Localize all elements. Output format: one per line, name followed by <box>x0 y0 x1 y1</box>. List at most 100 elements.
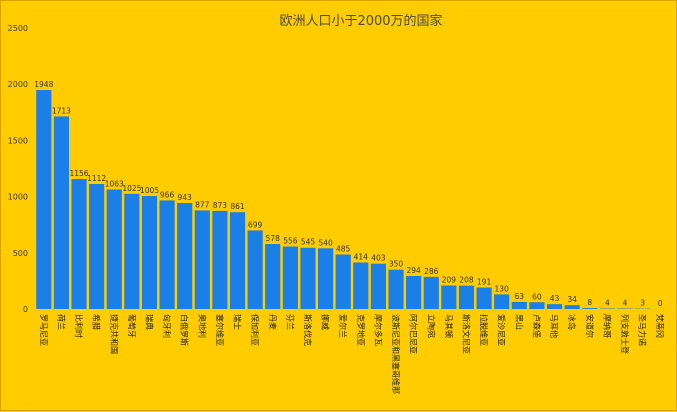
bar <box>529 302 544 309</box>
data-label: 0 <box>658 299 663 308</box>
bar <box>318 248 333 309</box>
y-tick-label: 2000 <box>8 80 28 89</box>
bar <box>248 230 263 309</box>
bar <box>36 90 51 309</box>
category-label: 挪威 <box>321 314 331 330</box>
category-label: 保加利亚 <box>250 314 260 346</box>
bar <box>406 276 421 309</box>
data-label: 8 <box>587 298 592 307</box>
bar <box>441 286 456 309</box>
bar <box>371 264 386 309</box>
category-label: 奥地利 <box>197 314 207 338</box>
data-label: 3 <box>640 299 645 308</box>
data-label: 1112 <box>87 174 106 183</box>
bar <box>160 200 175 309</box>
data-label: 130 <box>495 284 510 293</box>
category-label: 黑山 <box>514 314 524 330</box>
data-label: 43 <box>550 294 560 303</box>
bar <box>512 302 527 309</box>
bar <box>300 248 315 309</box>
data-label: 485 <box>336 244 351 253</box>
bar <box>336 254 351 309</box>
category-label: 爱尔兰 <box>338 314 348 338</box>
category-label: 罗马尼亚 <box>39 314 48 346</box>
category-label: 塞尔维亚 <box>215 314 225 346</box>
data-label: 286 <box>424 267 439 276</box>
category-label: 梵蒂冈 <box>655 314 665 338</box>
bar <box>142 196 157 309</box>
data-label: 63 <box>515 292 525 301</box>
data-label: 4 <box>623 299 628 308</box>
category-label: 圣马力诺 <box>638 314 648 346</box>
category-label: 摩尔多瓦 <box>373 314 383 346</box>
category-label: 瑞士 <box>233 314 243 330</box>
y-tick-label: 0 <box>23 305 28 314</box>
bar <box>388 270 403 309</box>
bar <box>107 190 122 309</box>
category-label: 斯洛文尼亚 <box>461 314 471 354</box>
category-label: 卢森堡 <box>532 314 542 338</box>
bar <box>477 288 492 309</box>
data-label: 1713 <box>52 106 71 115</box>
category-label: 斯洛伐克 <box>303 314 313 346</box>
bar <box>459 286 474 309</box>
data-label: 350 <box>389 260 404 269</box>
y-tick-label: 500 <box>13 249 28 258</box>
category-label: 立陶宛 <box>426 314 436 338</box>
data-label: 294 <box>406 266 421 275</box>
category-label: 瑞典 <box>144 314 154 330</box>
bar <box>230 212 245 309</box>
category-label: 希腊 <box>92 314 102 330</box>
data-label: 414 <box>354 252 369 261</box>
category-label: 丹麦 <box>268 314 278 330</box>
category-label: 马其顿 <box>444 314 454 338</box>
data-label: 966 <box>160 190 175 199</box>
data-label: 4 <box>605 299 610 308</box>
category-label: 葡萄牙 <box>127 314 137 338</box>
category-label: 爱沙尼亚 <box>497 314 506 346</box>
data-label: 699 <box>248 220 263 229</box>
category-label: 比利时 <box>74 314 84 338</box>
data-label: 540 <box>318 238 333 247</box>
bar <box>212 211 227 309</box>
bar <box>424 277 439 309</box>
category-label: 拉脱维亚 <box>479 314 489 346</box>
bar <box>177 203 192 309</box>
data-label: 556 <box>283 237 298 246</box>
bar <box>195 210 210 309</box>
data-label: 209 <box>442 276 457 285</box>
data-label: 1025 <box>122 184 141 193</box>
category-label: 芬兰 <box>285 314 295 330</box>
category-label: 列支敦士登 <box>620 314 630 354</box>
data-label: 403 <box>371 254 386 263</box>
bar <box>54 116 69 309</box>
category-label: 匈牙利 <box>162 314 172 338</box>
category-label: 捷克共和国 <box>109 314 119 354</box>
data-label: 578 <box>266 234 281 243</box>
category-label: 白俄罗斯 <box>180 314 190 346</box>
data-label: 877 <box>195 200 210 209</box>
data-label: 1948 <box>34 80 53 89</box>
y-tick-label: 1500 <box>8 136 28 145</box>
bar <box>582 308 597 309</box>
bars <box>36 90 650 309</box>
category-label: 波斯尼亚和黑塞哥维那 <box>391 314 401 394</box>
data-label: 873 <box>213 201 228 210</box>
bar <box>265 244 280 309</box>
bar <box>547 304 562 309</box>
data-label: 191 <box>477 278 492 287</box>
bar <box>124 194 139 309</box>
category-labels: 罗马尼亚荷兰比利时希腊捷克共和国葡萄牙瑞典匈牙利白俄罗斯奥地利塞尔维亚瑞士保加利… <box>39 314 665 394</box>
bar <box>71 179 86 309</box>
y-tick-label: 1000 <box>8 193 28 202</box>
bar <box>565 305 580 309</box>
data-label: 34 <box>567 295 577 304</box>
category-label: 阿尔巴尼亚 <box>409 314 419 354</box>
data-label: 1063 <box>105 180 124 189</box>
category-label: 马耳他 <box>550 314 560 338</box>
chart-title: 欧洲人口小于2000万的国家 <box>279 13 442 29</box>
bar <box>353 262 368 309</box>
